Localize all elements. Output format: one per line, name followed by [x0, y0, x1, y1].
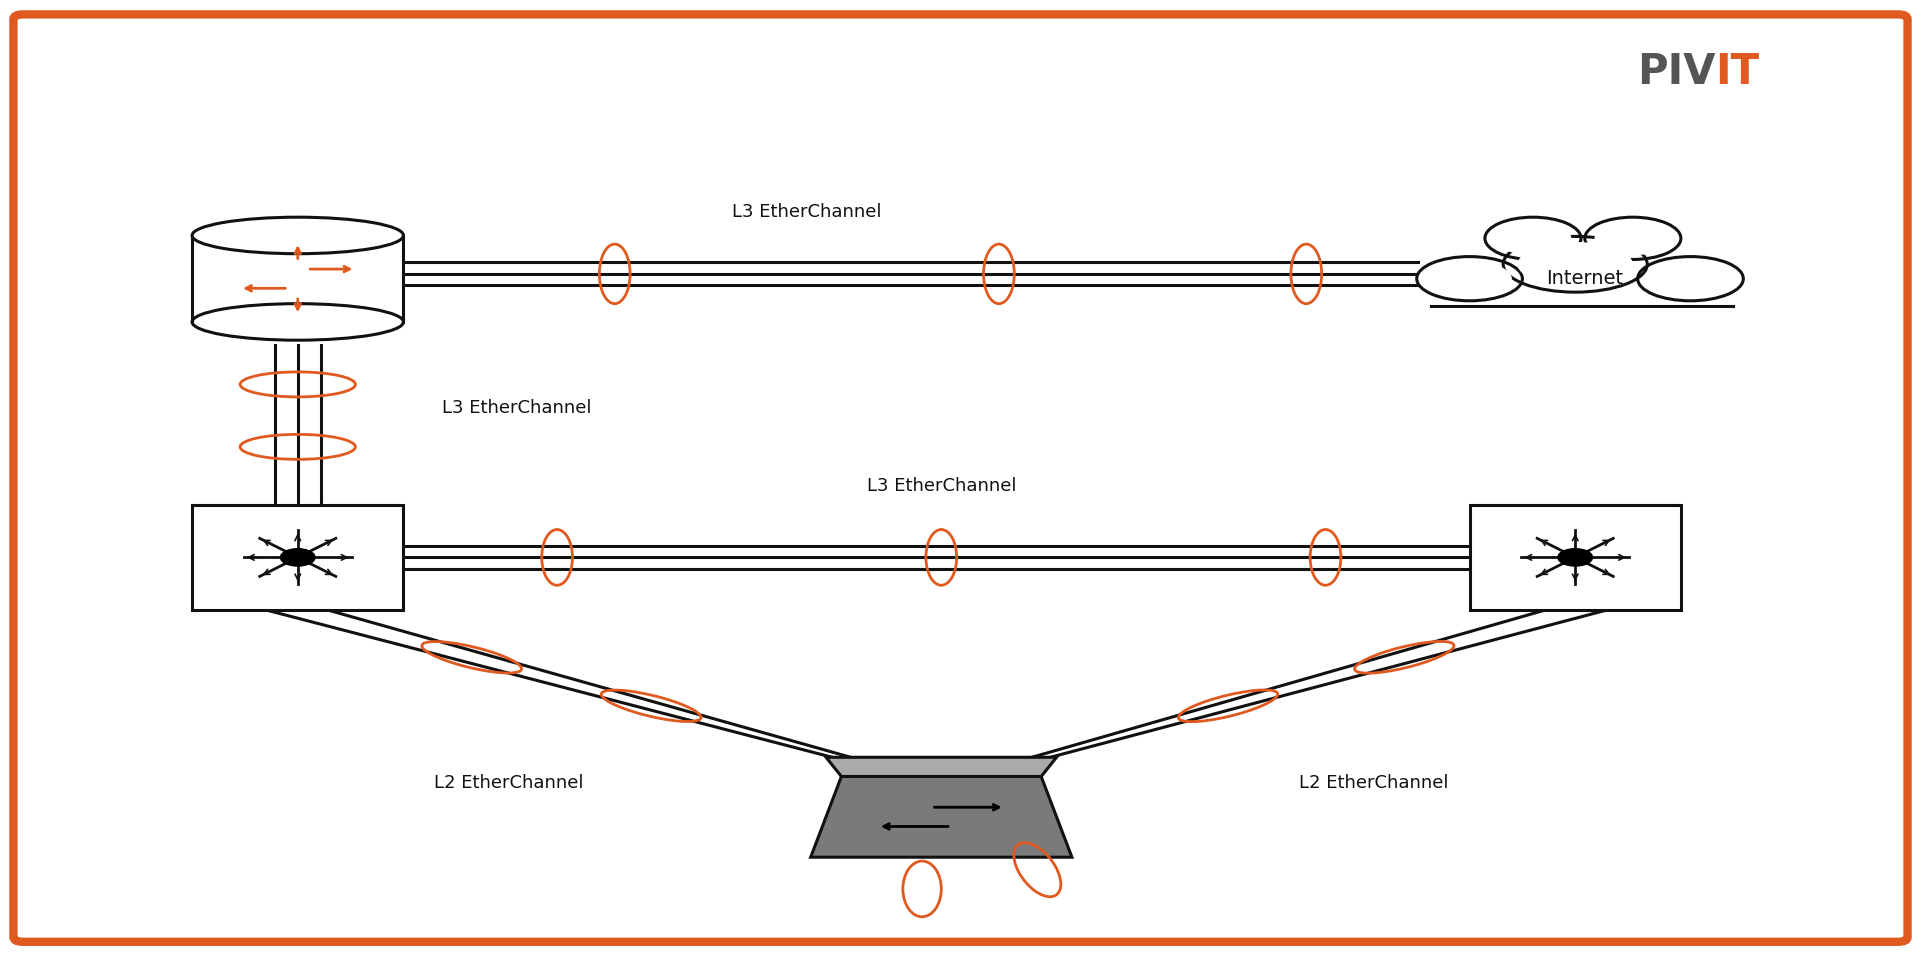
- Bar: [1470, 505, 1681, 610]
- Text: PIV: PIV: [1637, 51, 1715, 93]
- Text: L2 EtherChannel: L2 EtherChannel: [1299, 775, 1448, 792]
- Circle shape: [1558, 549, 1593, 566]
- Ellipse shape: [1427, 261, 1512, 296]
- Polygon shape: [826, 757, 1057, 776]
- Ellipse shape: [1495, 221, 1571, 256]
- Ellipse shape: [1637, 257, 1744, 301]
- Ellipse shape: [192, 217, 403, 254]
- Ellipse shape: [1502, 236, 1646, 292]
- Text: L3 EtherChannel: L3 EtherChannel: [442, 400, 592, 417]
- Text: L2 EtherChannel: L2 EtherChannel: [434, 775, 584, 792]
- Text: L3 EtherChannel: L3 EtherChannel: [732, 203, 882, 221]
- Ellipse shape: [192, 304, 403, 340]
- Ellipse shape: [1518, 242, 1633, 286]
- Text: IT: IT: [1715, 51, 1760, 93]
- Ellipse shape: [1585, 217, 1681, 259]
- Ellipse shape: [1594, 221, 1671, 256]
- Polygon shape: [811, 776, 1072, 857]
- Circle shape: [280, 549, 315, 566]
- Ellipse shape: [1485, 217, 1581, 259]
- Ellipse shape: [1648, 261, 1733, 296]
- Ellipse shape: [1416, 257, 1521, 301]
- Text: Internet: Internet: [1546, 269, 1623, 288]
- Bar: [192, 505, 403, 610]
- Text: L3 EtherChannel: L3 EtherChannel: [866, 477, 1016, 495]
